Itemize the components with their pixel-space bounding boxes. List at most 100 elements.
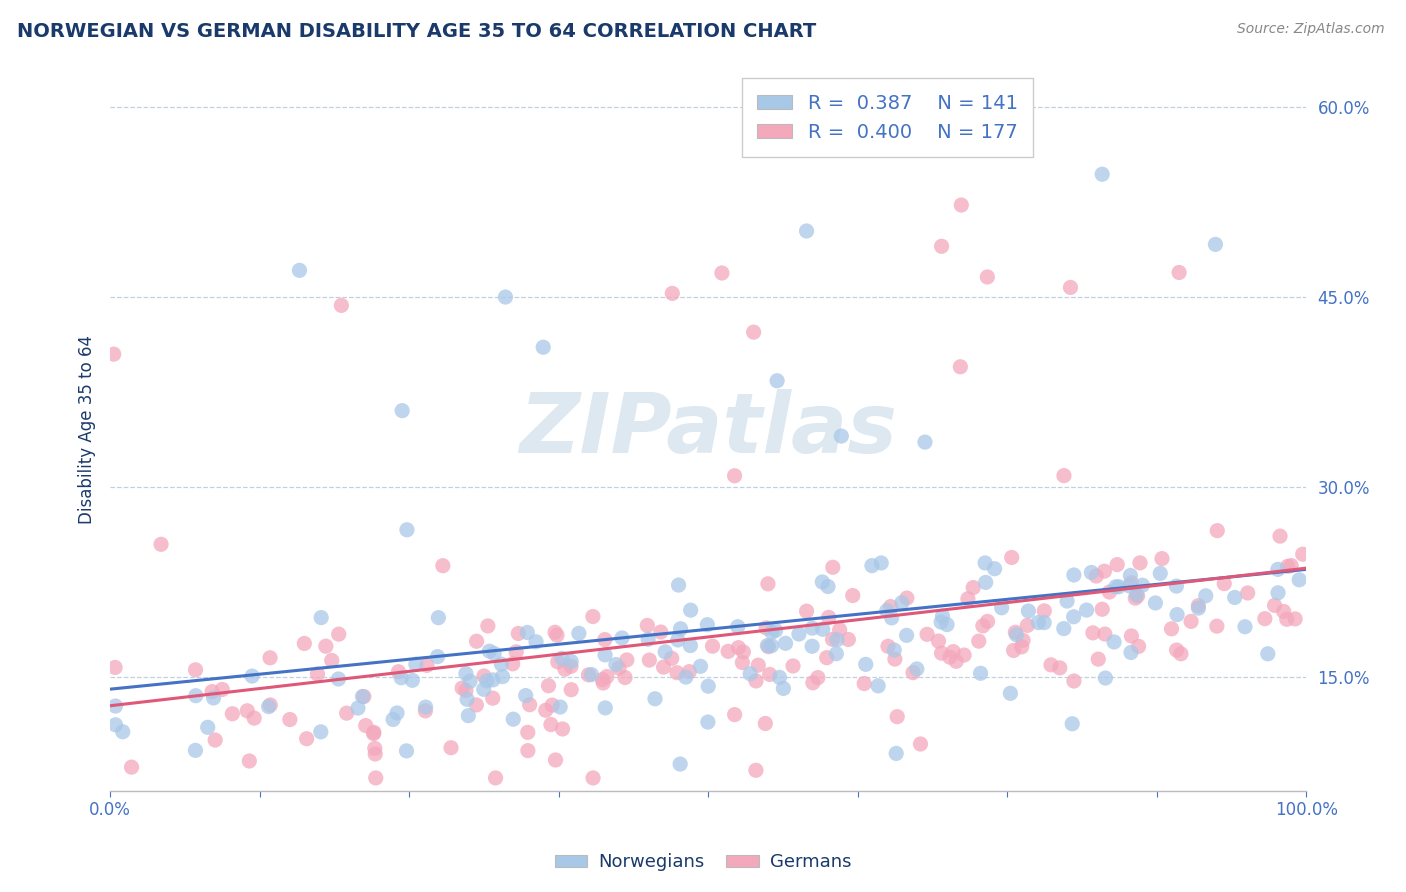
Point xyxy=(202,690,225,705)
Point xyxy=(211,682,233,697)
Point xyxy=(494,290,516,304)
Point xyxy=(1267,586,1289,600)
Point xyxy=(1063,673,1085,688)
Point xyxy=(1277,559,1299,574)
Point xyxy=(475,673,498,688)
Point xyxy=(756,639,779,653)
Point xyxy=(1085,569,1108,583)
Legend: R =  0.387    N = 141, R =  0.400    N = 177: R = 0.387 N = 141, R = 0.400 N = 177 xyxy=(742,78,1033,157)
Point xyxy=(761,639,783,653)
Point xyxy=(896,591,918,605)
Point xyxy=(775,636,797,650)
Point xyxy=(541,698,564,712)
Point xyxy=(1166,643,1188,657)
Point xyxy=(482,673,505,687)
Point xyxy=(742,325,765,339)
Point xyxy=(1123,591,1146,606)
Point xyxy=(740,666,762,681)
Point xyxy=(815,650,838,665)
Point xyxy=(1206,524,1229,538)
Point xyxy=(221,706,243,721)
Point xyxy=(953,648,976,662)
Point xyxy=(582,771,605,785)
Point xyxy=(727,640,749,655)
Point xyxy=(440,740,463,755)
Point xyxy=(962,581,984,595)
Point xyxy=(614,671,637,685)
Point xyxy=(825,632,848,647)
Point xyxy=(544,753,567,767)
Point xyxy=(650,625,672,640)
Point xyxy=(1002,643,1025,657)
Point xyxy=(768,670,790,684)
Point xyxy=(405,657,427,672)
Point xyxy=(756,576,779,591)
Point xyxy=(537,679,560,693)
Point xyxy=(1144,596,1167,610)
Point xyxy=(1033,615,1056,630)
Point xyxy=(697,679,720,693)
Point xyxy=(426,649,449,664)
Point xyxy=(883,643,905,657)
Point xyxy=(591,673,613,687)
Point xyxy=(1187,601,1209,615)
Point xyxy=(969,666,991,681)
Point xyxy=(1119,568,1142,582)
Point xyxy=(1059,280,1081,294)
Point xyxy=(666,632,689,647)
Point xyxy=(515,689,537,703)
Point xyxy=(868,679,890,693)
Point xyxy=(1102,635,1125,649)
Point xyxy=(661,651,683,665)
Point xyxy=(723,468,745,483)
Point xyxy=(309,610,332,624)
Point xyxy=(1272,604,1295,618)
Point xyxy=(796,604,818,618)
Point xyxy=(936,617,959,632)
Point xyxy=(1080,566,1102,580)
Point xyxy=(1187,599,1209,613)
Point xyxy=(976,270,998,285)
Point xyxy=(616,653,638,667)
Point xyxy=(104,698,127,713)
Point xyxy=(1091,602,1114,616)
Point xyxy=(765,624,787,638)
Point xyxy=(458,674,481,689)
Point xyxy=(605,657,627,672)
Point xyxy=(288,263,311,277)
Point xyxy=(491,657,513,672)
Point xyxy=(111,724,134,739)
Point xyxy=(560,655,582,669)
Point xyxy=(1160,622,1182,636)
Point xyxy=(328,627,350,641)
Point xyxy=(1284,612,1306,626)
Point xyxy=(364,771,387,785)
Text: NORWEGIAN VS GERMAN DISABILITY AGE 35 TO 64 CORRELATION CHART: NORWEGIAN VS GERMAN DISABILITY AGE 35 TO… xyxy=(17,22,815,41)
Point xyxy=(1017,604,1039,618)
Point xyxy=(754,716,776,731)
Point xyxy=(478,644,501,658)
Point xyxy=(1033,604,1056,618)
Point xyxy=(766,374,789,388)
Point xyxy=(1275,612,1298,626)
Point xyxy=(238,754,260,768)
Point xyxy=(336,706,359,720)
Point xyxy=(416,658,439,673)
Point xyxy=(896,628,918,642)
Point xyxy=(884,747,907,761)
Point xyxy=(1166,579,1188,593)
Point xyxy=(636,618,658,632)
Point xyxy=(1180,615,1202,629)
Point xyxy=(505,645,527,659)
Point xyxy=(910,737,932,751)
Point xyxy=(465,634,488,648)
Point xyxy=(1063,568,1085,582)
Point xyxy=(967,634,990,648)
Point xyxy=(457,708,479,723)
Point xyxy=(837,632,859,647)
Point xyxy=(184,689,207,703)
Point xyxy=(204,733,226,747)
Point xyxy=(415,704,437,718)
Point xyxy=(974,575,997,590)
Point xyxy=(531,340,554,354)
